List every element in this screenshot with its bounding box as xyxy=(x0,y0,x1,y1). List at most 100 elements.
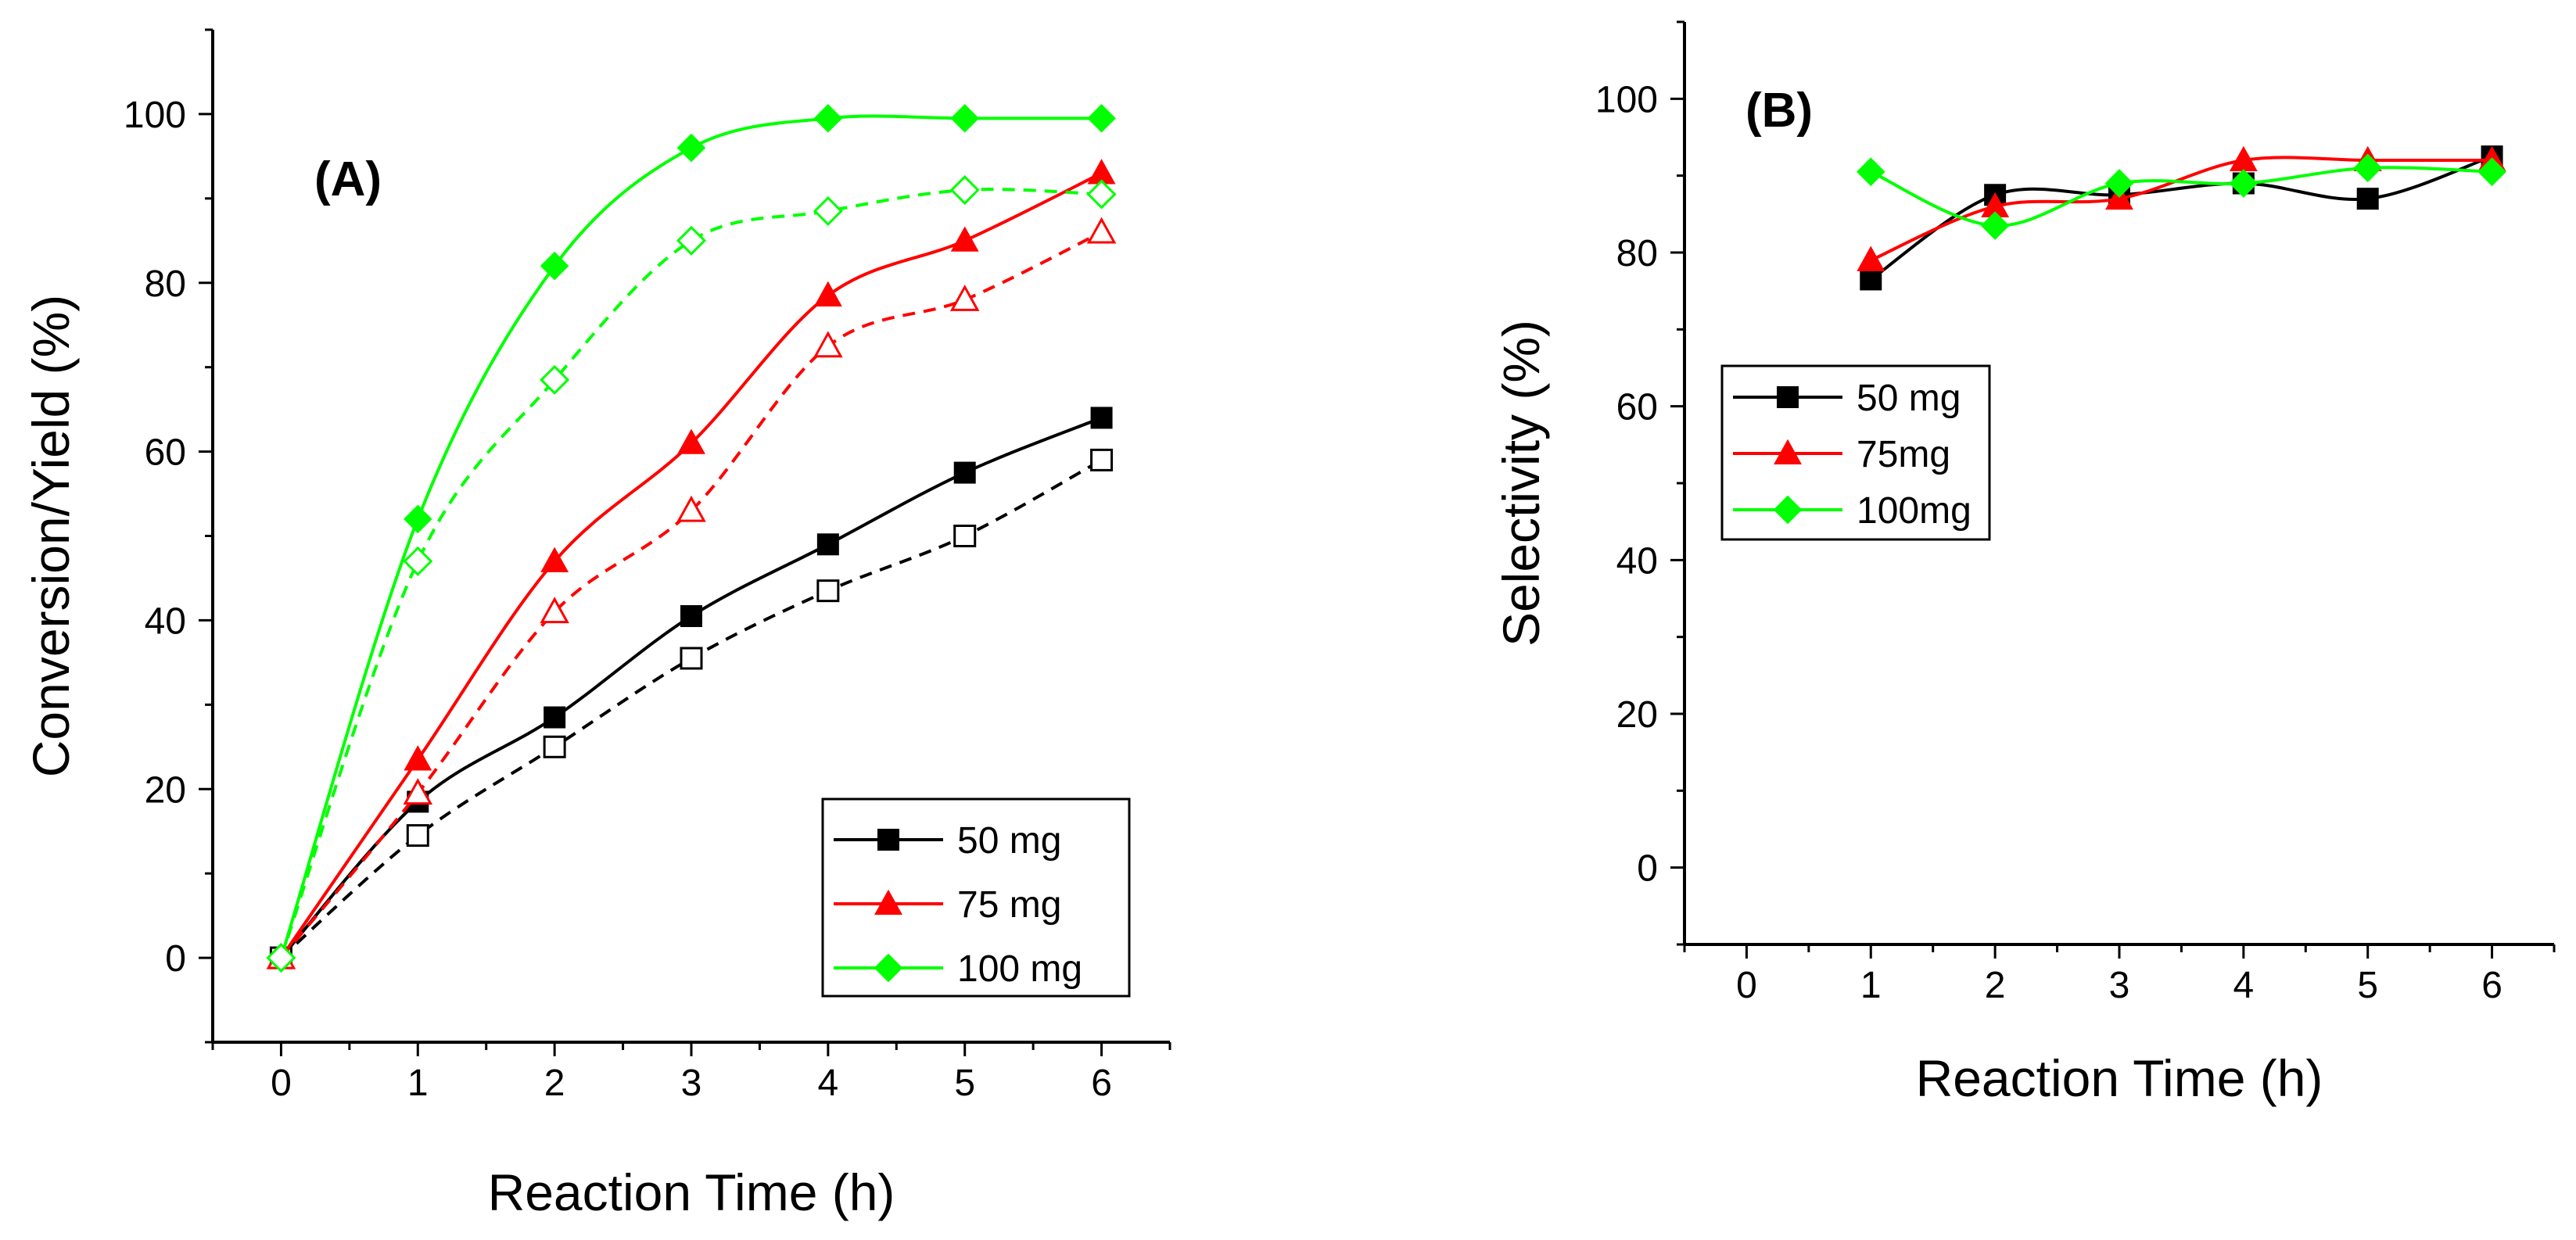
panel-a-data-point xyxy=(540,251,569,281)
panel-b-x-ticks: 0 1 2 3 4 5 6 xyxy=(1683,944,2556,1006)
panel-b-data-point xyxy=(2229,169,2258,198)
panel-a-data-point xyxy=(949,175,980,206)
panel-b-data-point xyxy=(1856,157,1885,187)
panel-b-x-tick-label: 0 xyxy=(1736,965,1757,1006)
panel-b-legend-label: 75mg xyxy=(1857,434,1950,475)
panel-b-legend-label: 50 mg xyxy=(1857,378,1961,419)
panel-a-y-tick-label: 20 xyxy=(145,769,186,811)
panel-a-y-tick-label: 100 xyxy=(124,95,186,136)
panel-a-data-point xyxy=(813,103,843,133)
panel-a-data-point xyxy=(677,428,705,454)
panel-a-data-point xyxy=(953,461,976,484)
panel-b-legend: 50 mg 75mg 100mg xyxy=(1720,364,1991,541)
panel-a-data-point xyxy=(816,579,840,603)
panel-a-legend-box xyxy=(821,797,1131,998)
panel-b-y-tick-label: 100 xyxy=(1595,79,1658,120)
panel-a-x-tick-label: 5 xyxy=(954,1063,975,1104)
panel-a-data-point xyxy=(540,364,570,395)
panel-b-data-point xyxy=(2353,153,2383,183)
panel-b-y-tick-label: 60 xyxy=(1616,387,1658,428)
panel-a-data-point xyxy=(813,281,842,306)
panel-a-data-point xyxy=(544,706,566,729)
panel-a-data-point xyxy=(403,546,433,576)
panel-a-y-tick-label: 40 xyxy=(145,600,186,642)
panel-b-series-line xyxy=(1870,155,2493,281)
panel-b-series-2 xyxy=(1856,153,2506,240)
panel-a-x-tick-label: 4 xyxy=(818,1063,839,1104)
panel-a-y-tick-label: 0 xyxy=(165,938,186,980)
panel-b-data-point xyxy=(1980,211,2010,240)
panel-b-y-tick-label: 20 xyxy=(1616,694,1658,736)
panel-b-panel-label: (B) xyxy=(1745,84,1813,138)
panel-a-data-point xyxy=(1090,448,1114,471)
panel-b-y-axis-title: Selectivity (%) xyxy=(1492,320,1550,647)
panel-a-data-point xyxy=(813,195,843,227)
panel-a-data-point xyxy=(813,331,843,358)
panel-b-x-tick-label: 2 xyxy=(1985,965,2006,1006)
panel-a-data-point xyxy=(1086,179,1117,210)
panel-a-data-point xyxy=(543,735,566,758)
panel-b-data-point xyxy=(2477,157,2506,187)
panel-a-legend-marker xyxy=(877,829,899,851)
panel-a-data-point xyxy=(950,226,979,252)
panel-a-data-point xyxy=(403,778,433,805)
panel-a-x-axis-title: Reaction Time (h) xyxy=(488,1163,895,1221)
panel-a-data-point xyxy=(406,824,429,848)
panel-a-data-point xyxy=(950,103,980,133)
panel-b-x-axis-title: Reaction Time (h) xyxy=(1916,1049,2323,1107)
panel-a-y-tick-label: 60 xyxy=(145,432,186,474)
panel-a-x-tick-label: 2 xyxy=(544,1063,565,1104)
panel-b-y-tick-label: 80 xyxy=(1616,233,1658,274)
panel-a-legend-label: 50 mg xyxy=(957,820,1061,862)
panel-a-legend-label: 100 mg xyxy=(957,948,1082,990)
panel-a-y-axis-title: Conversion/Yield (%) xyxy=(22,295,80,777)
panel-a-data-point xyxy=(676,225,707,256)
panel-b-y-tick-label: 0 xyxy=(1637,848,1658,890)
panel-a-legend-label: 75 mg xyxy=(957,884,1061,926)
panel-a-data-point xyxy=(540,547,569,572)
panel-a-series-line xyxy=(279,114,1102,959)
panel-b-data-point xyxy=(1860,268,1882,291)
panel-a-x-tick-label: 0 xyxy=(271,1063,292,1104)
panel-b-y-ticks: 0 20 40 60 80 100 xyxy=(1595,20,1684,946)
panel-a-x-tick-label: 3 xyxy=(681,1063,702,1104)
panel-a-data-point xyxy=(816,533,839,556)
panel-b-y-tick-label: 40 xyxy=(1616,540,1658,582)
panel-a-series-5 xyxy=(266,175,1117,973)
panel-a-x-ticks: 0 1 2 3 4 5 6 xyxy=(211,1042,1171,1104)
panel-b-x-tick-label: 4 xyxy=(2233,965,2255,1006)
panel-a-x-tick-label: 1 xyxy=(407,1063,429,1104)
panel-b-legend-marker xyxy=(1777,386,1799,408)
panel-b-x-tick-label: 3 xyxy=(2109,965,2130,1006)
panel-b-legend-marker xyxy=(1773,495,1803,525)
panel-a-data-point xyxy=(953,525,977,547)
panel-a-y-ticks: 0 20 40 60 80 100 xyxy=(124,28,213,1044)
panel-a-data-point xyxy=(404,745,432,771)
panel-a-data-point xyxy=(680,647,703,670)
panel-b-legend-marker xyxy=(1774,439,1802,464)
panel-b-x-tick-label: 6 xyxy=(2481,965,2502,1006)
panel-a-data-point xyxy=(676,495,706,522)
panel-a-legend-marker xyxy=(874,889,902,915)
panel-b-data-point xyxy=(2356,188,2379,210)
panel-a-y-tick-label: 80 xyxy=(145,263,186,305)
panel-a-legend-marker xyxy=(874,953,903,983)
panel-a-data-point xyxy=(1086,217,1117,244)
panel-a-data-point xyxy=(1090,407,1113,429)
panel-b-data-point xyxy=(2104,169,2134,198)
panel-a-data-point xyxy=(266,943,296,973)
panel-b-data-point xyxy=(1857,245,1885,271)
panel-b-x-tick-label: 1 xyxy=(1860,965,1882,1006)
panel-a-data-point xyxy=(403,504,432,534)
panel-a-data-point xyxy=(540,597,569,624)
panel-a-series-line xyxy=(279,188,1102,959)
panel-a-data-point xyxy=(680,605,702,628)
panel-a-series-1 xyxy=(269,448,1114,969)
panel-a-x-tick-label: 6 xyxy=(1091,1063,1112,1104)
panel-a-data-point xyxy=(1087,103,1116,133)
panel-a-data-point xyxy=(949,284,980,311)
panel-a-data-point xyxy=(676,133,706,163)
